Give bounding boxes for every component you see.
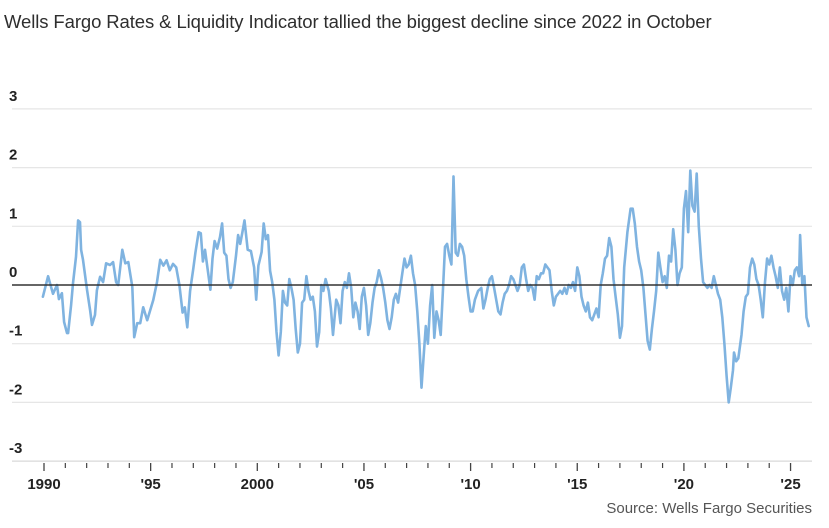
series-line	[41, 169, 810, 404]
y-tick-label: -3	[9, 440, 22, 457]
series-group	[41, 169, 810, 404]
x-tick-label: 2000	[241, 476, 274, 493]
gridlines	[12, 108, 812, 462]
x-tick-label: '05	[354, 476, 374, 493]
x-tick-label: '15	[567, 476, 587, 493]
x-axis: 1990 '95 2000 '05 '10 '15 '20 '25	[27, 463, 801, 493]
source-note: Source: Wells Fargo Securities	[606, 500, 812, 517]
x-tick-label: '25	[780, 476, 800, 493]
x-tick-label: 1990	[27, 476, 60, 493]
x-tick-label: '20	[674, 476, 694, 493]
y-tick-label: -1	[9, 323, 22, 340]
y-tick-label: 3	[9, 88, 17, 105]
y-axis-labels: 3 2 1 0 -1 -2 -3	[9, 88, 22, 457]
y-tick-label: 2	[9, 147, 17, 164]
y-tick-label: 0	[9, 264, 17, 281]
chart-title: Wells Fargo Rates & Liquidity Indicator …	[4, 11, 712, 32]
y-tick-label: 1	[9, 205, 17, 222]
x-tick-label: '95	[141, 476, 161, 493]
y-tick-label: -2	[9, 381, 22, 398]
x-tick-label: '10	[460, 476, 480, 493]
